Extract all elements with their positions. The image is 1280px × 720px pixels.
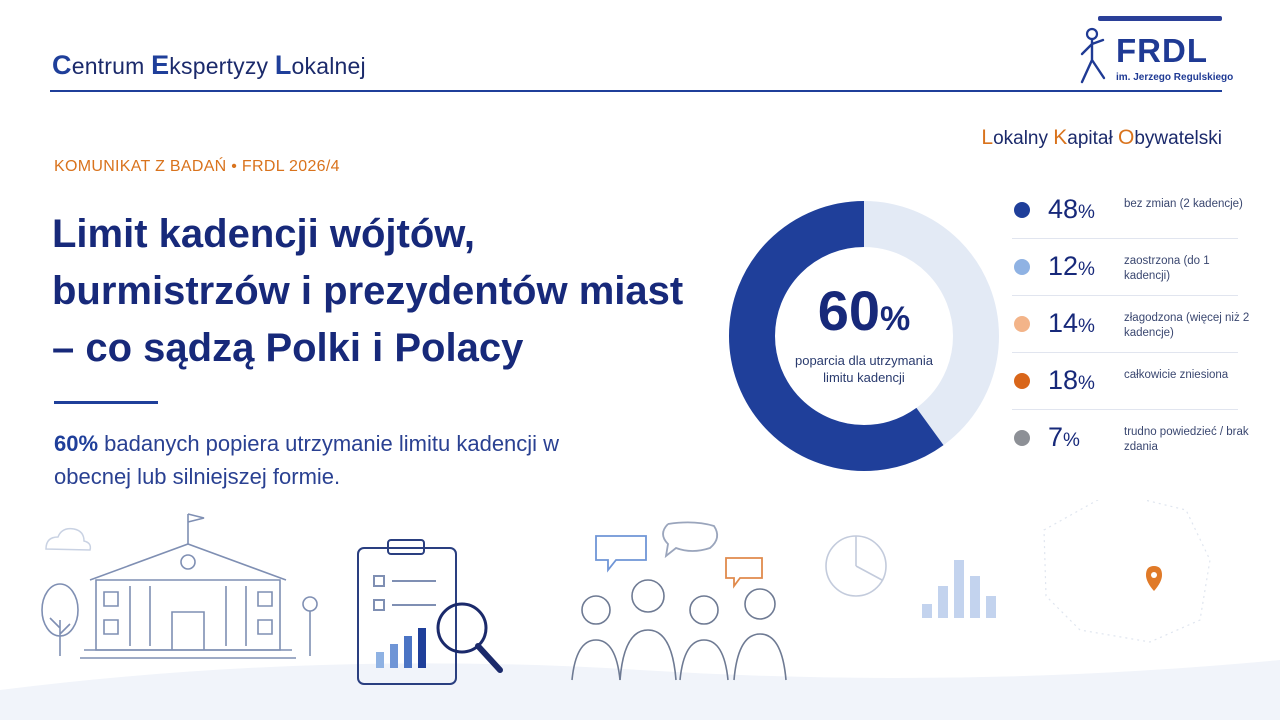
legend-row: 7% trudno powiedzieć / brak zdania [1012, 410, 1249, 466]
map-poland-icon [1043, 500, 1211, 643]
brand-initial-e: E [151, 50, 170, 80]
brand-initial-l: L [274, 50, 292, 80]
program-part-3: bywatelski [1134, 128, 1222, 149]
legend-number: 14 [1048, 308, 1079, 338]
speech-bubble-icons [595, 521, 763, 589]
lead-body: badanych popiera utrzymanie limitu kaden… [54, 431, 560, 489]
logo-subtitle: im. Jerzego Regulskiego [1116, 72, 1234, 83]
program-initial-l: L [981, 126, 994, 149]
ground-wave [0, 660, 1280, 720]
legend-row: 14% złagodzona (więcej niż 2 kadencje) [1012, 296, 1249, 353]
legend-label: trudno powiedzieć / brak zdania [1124, 426, 1249, 453]
brand-initial-c: C [52, 50, 72, 80]
legend-label: bez zmian (2 kadencje) [1124, 198, 1243, 210]
legend-value: 48% [1048, 194, 1095, 225]
legend-number: 12 [1048, 251, 1079, 281]
donut-filled-segment [729, 201, 999, 471]
legend-row: 18% całkowicie zniesiona [1012, 353, 1238, 410]
header-divider [50, 90, 1222, 92]
legend-number: 7 [1048, 422, 1064, 452]
lamp-icon [302, 596, 318, 656]
legend-row: 48% bez zmian (2 kadencje) [1012, 182, 1243, 239]
logo-wordmark: FRDL [1116, 32, 1208, 69]
title-underline [54, 401, 158, 404]
brand-part-3: okalnej [291, 53, 366, 79]
brand-part-1: entrum [71, 53, 152, 79]
legend-dot [1014, 259, 1030, 275]
legend-value: 18% [1048, 365, 1095, 396]
program-part-2: apitał [1067, 128, 1118, 149]
legend-value: 12% [1048, 251, 1095, 282]
legend-unit: % [1078, 316, 1095, 337]
pie-chart-icon [825, 535, 887, 597]
bar-chart-icon [922, 560, 996, 618]
donut-chart [729, 201, 999, 471]
tree-icon [41, 583, 79, 656]
report-kicker: KOMUNIKAT Z BADAŃ • FRDL 2026/4 [54, 158, 340, 175]
cloud-icon [45, 527, 92, 551]
donut-center-label: poparcia dla utrzymania limitu kadencji [794, 353, 934, 385]
lead-text: 60% badanych popiera utrzymanie limitu k… [54, 427, 614, 493]
lead-highlight: 60% [54, 431, 99, 456]
survey-clipboard-icon [357, 539, 503, 685]
legend-unit: % [1078, 202, 1095, 223]
donut-center-value: 60% [724, 278, 1004, 343]
legend-dot [1014, 430, 1030, 446]
legend-unit: % [1078, 373, 1095, 394]
legend-unit: % [1063, 430, 1080, 451]
legend-dot [1014, 373, 1030, 389]
program-initial-o: O [1118, 126, 1135, 149]
legend-value: 7% [1048, 422, 1080, 453]
legend-unit: % [1078, 259, 1095, 280]
brand-title: Centrum Ekspertyzy Lokalnej [52, 50, 366, 81]
legend-dot [1014, 316, 1030, 332]
legend-number: 18 [1048, 365, 1079, 395]
donut-center-number: 60 [817, 279, 881, 342]
legend-dot [1014, 202, 1030, 218]
legend-label: zaostrzona (do 1 kadencji) [1124, 255, 1210, 282]
program-part-1: okalny [993, 128, 1054, 149]
legend-number: 48 [1048, 194, 1079, 224]
illustration-strip [0, 500, 1280, 720]
logo-bar [1098, 16, 1222, 21]
donut-center-unit: % [880, 300, 911, 338]
legend-row: 12% zaostrzona (do 1 kadencji) [1012, 239, 1238, 296]
program-name: Lokalny Kapitał Obywatelski [981, 126, 1222, 150]
brand-part-2: kspertyzy [169, 53, 275, 79]
legend-label: złagodzona (więcej niż 2 kadencje) [1124, 312, 1250, 339]
legend-label: całkowicie zniesiona [1124, 369, 1229, 381]
city-hall-icon [80, 513, 296, 659]
person-figure-icon [1080, 27, 1106, 84]
people-group-icon [571, 579, 787, 681]
program-initial-k: K [1053, 126, 1068, 149]
legend-value: 14% [1048, 308, 1095, 339]
page-title: Limit kadencji wójtów, burmistrzów i pre… [52, 212, 684, 370]
chart-legend: 48% bez zmian (2 kadencje) 12% zaostrzona (… [1012, 182, 1249, 466]
frdl-logo[interactable]: FRDL im. Jerzego Regulskiego [1072, 14, 1234, 90]
